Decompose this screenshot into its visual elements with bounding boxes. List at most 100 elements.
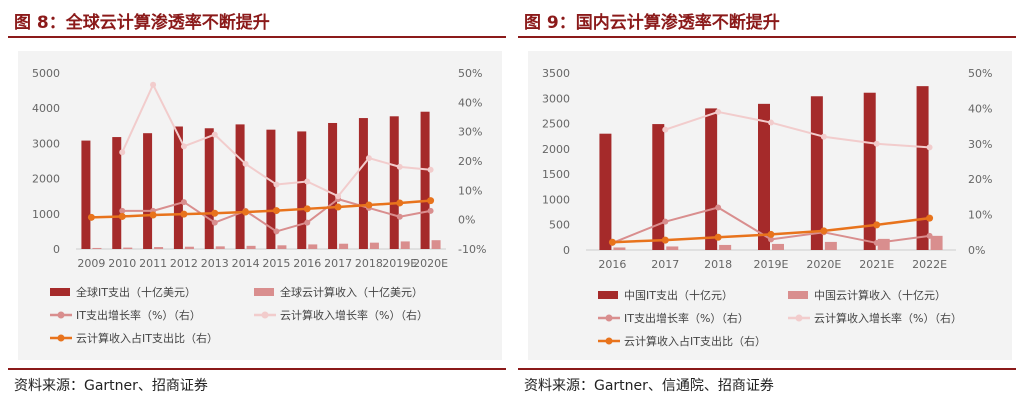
right-chart-y-left-tick: 2500 xyxy=(542,118,570,131)
right-chart-y-right-tick: 30% xyxy=(968,138,992,151)
right-chart-point-cloud-growth xyxy=(768,119,774,126)
left-chart-point-cloud-growth xyxy=(365,155,372,162)
left-chart-bar-it-spend xyxy=(235,124,245,249)
right-chart-point-it-growth xyxy=(715,204,722,211)
right-chart-legend-swatch xyxy=(598,291,618,299)
title-rule-right xyxy=(518,36,1016,38)
right-chart-y-left-tick: 1500 xyxy=(542,168,570,181)
left-chart-x-tick: 2010 xyxy=(108,257,136,270)
right-chart-bar-cloud-revenue xyxy=(877,238,890,250)
right-chart-point-cloud-share xyxy=(820,227,828,235)
chart-title-right: 图 9：国内云计算渗透率不断提升 xyxy=(524,13,780,33)
right-chart-legend-label: IT支出增长率（%）（右） xyxy=(624,311,749,325)
right-chart-point-cloud-share xyxy=(873,221,881,229)
left-chart-bar-cloud-revenue xyxy=(400,241,410,249)
right-chart-y-left-tick: 2000 xyxy=(542,143,570,156)
left-chart-y-left-tick: 2000 xyxy=(32,173,60,186)
chart-svg-left: 0 1000 2000 3000 4000 5000 -10% 0% 10% 20% 30% 40% 5… xyxy=(32,67,486,345)
left-chart-point-it-growth xyxy=(396,213,403,220)
left-chart-bar-it-spend xyxy=(173,126,183,249)
left-chart-point-cloud-share xyxy=(180,210,188,218)
left-chart-point-cloud-share xyxy=(211,209,219,217)
left-chart-legend-marker xyxy=(57,334,65,342)
left-chart-bar-cloud-revenue xyxy=(277,245,287,249)
left-chart-line-cloud-share xyxy=(91,199,431,219)
right-chart-point-cloud-share xyxy=(767,230,775,238)
left-chart-legend-label: IT支出增长率（%）（右） xyxy=(76,308,201,322)
right-chart-bar-it-spend xyxy=(652,124,665,250)
right-chart-x-tick: 2022E xyxy=(912,258,947,271)
left-chart-legend-label: 云计算收入增长率（%）（右） xyxy=(280,308,428,322)
right-chart-bar-it-spend xyxy=(810,96,823,251)
left-chart-point-it-growth xyxy=(304,219,311,226)
left-chart-bar-cloud-revenue xyxy=(431,240,441,249)
left-chart-x-tick: 2014 xyxy=(232,257,260,270)
left-chart-point-cloud-share xyxy=(242,208,250,216)
left-chart-bar-it-spend xyxy=(143,133,153,249)
left-chart-x-tick: 2015 xyxy=(262,257,290,270)
left-chart-legend-swatch xyxy=(50,288,70,296)
left-chart-point-cloud-share xyxy=(272,207,280,215)
left-chart-bar-it-spend xyxy=(358,118,368,249)
right-chart-legend-marker xyxy=(605,337,613,345)
left-chart-point-cloud-share xyxy=(118,212,126,220)
left-chart-point-it-growth xyxy=(211,219,218,226)
right-chart-x-tick: 2019E xyxy=(754,258,789,271)
left-chart-point-cloud-share xyxy=(334,203,342,211)
right-chart-point-cloud-share xyxy=(661,236,669,244)
left-chart-point-cloud-growth xyxy=(427,166,434,173)
right-chart-bar-it-spend xyxy=(705,108,718,251)
title-rule-left xyxy=(8,36,506,38)
left-chart-y-right-tick: -10% xyxy=(458,243,486,256)
right-chart-bar-it-spend xyxy=(863,92,876,250)
left-chart-bar-cloud-revenue xyxy=(184,246,194,249)
right-chart-point-cloud-share xyxy=(714,233,722,241)
left-chart-bar-cloud-revenue xyxy=(339,243,349,249)
right-chart-point-cloud-growth xyxy=(873,140,880,147)
right-chart-x-tick: 2018 xyxy=(704,258,732,271)
right-chart-bar-it-spend xyxy=(758,103,770,250)
left-chart-legend-marker xyxy=(57,311,65,319)
source-rule-right xyxy=(518,368,1016,370)
right-chart-y-right-tick: 10% xyxy=(968,209,992,222)
left-chart-point-cloud-growth xyxy=(242,160,249,167)
right-chart-legend-swatch xyxy=(788,291,808,299)
right-chart-point-cloud-growth xyxy=(715,108,722,115)
left-chart-point-cloud-share xyxy=(149,211,157,219)
left-chart-point-cloud-growth xyxy=(180,143,187,150)
left-chart-point-cloud-share xyxy=(365,201,373,209)
left-chart-point-cloud-growth xyxy=(304,178,311,185)
left-chart-legend-marker xyxy=(261,311,269,319)
chart-title-left: 图 8：全球云计算渗透率不断提升 xyxy=(14,13,270,33)
chart-area-left: 0 1000 2000 3000 4000 5000 -10% 0% 10% 20% 30% 40% 5… xyxy=(18,51,502,360)
left-chart-x-tick: 2020E xyxy=(413,257,448,270)
source-rule-left xyxy=(8,368,506,370)
right-chart-bar-cloud-revenue xyxy=(930,235,943,250)
right-chart-y-right-tick: 20% xyxy=(968,173,992,186)
left-chart-x-tick: 2018 xyxy=(355,257,383,270)
right-chart-legend-label: 云计算收入占IT支出比（右） xyxy=(624,334,766,348)
left-chart-bar-cloud-revenue xyxy=(369,242,379,249)
right-chart-y-left-tick: 3000 xyxy=(542,92,570,105)
right-chart-point-cloud-growth xyxy=(926,144,933,151)
right-chart-x-tick: 2017 xyxy=(651,258,679,271)
right-chart-y-left-tick: 3500 xyxy=(542,67,570,80)
left-chart-point-cloud-growth xyxy=(396,163,403,170)
left-chart-y-left-tick: 5000 xyxy=(32,67,60,80)
right-chart-point-it-growth xyxy=(768,236,774,243)
right-chart-bar-cloud-revenue xyxy=(613,247,626,250)
left-chart-bar-cloud-revenue xyxy=(154,247,164,249)
right-chart-point-it-growth xyxy=(926,232,933,239)
left-chart-point-it-growth xyxy=(119,207,126,214)
left-chart-x-tick: 2019E xyxy=(382,257,417,270)
right-chart-x-tick: 2016 xyxy=(598,258,626,271)
right-chart-y-right-tick: 0% xyxy=(968,244,985,257)
left-chart-legend-swatch xyxy=(254,288,274,296)
left-chart-point-cloud-growth xyxy=(273,181,280,188)
right-chart-legend-label: 中国云计算收入（十亿元） xyxy=(814,288,946,302)
left-chart-y-right-tick: 40% xyxy=(458,96,482,109)
left-chart-point-cloud-share xyxy=(303,205,311,213)
right-chart-point-cloud-growth xyxy=(662,126,669,133)
left-chart-bar-cloud-revenue xyxy=(308,244,318,249)
left-chart-legend-label: 云计算收入占IT支出比（右） xyxy=(76,331,218,345)
